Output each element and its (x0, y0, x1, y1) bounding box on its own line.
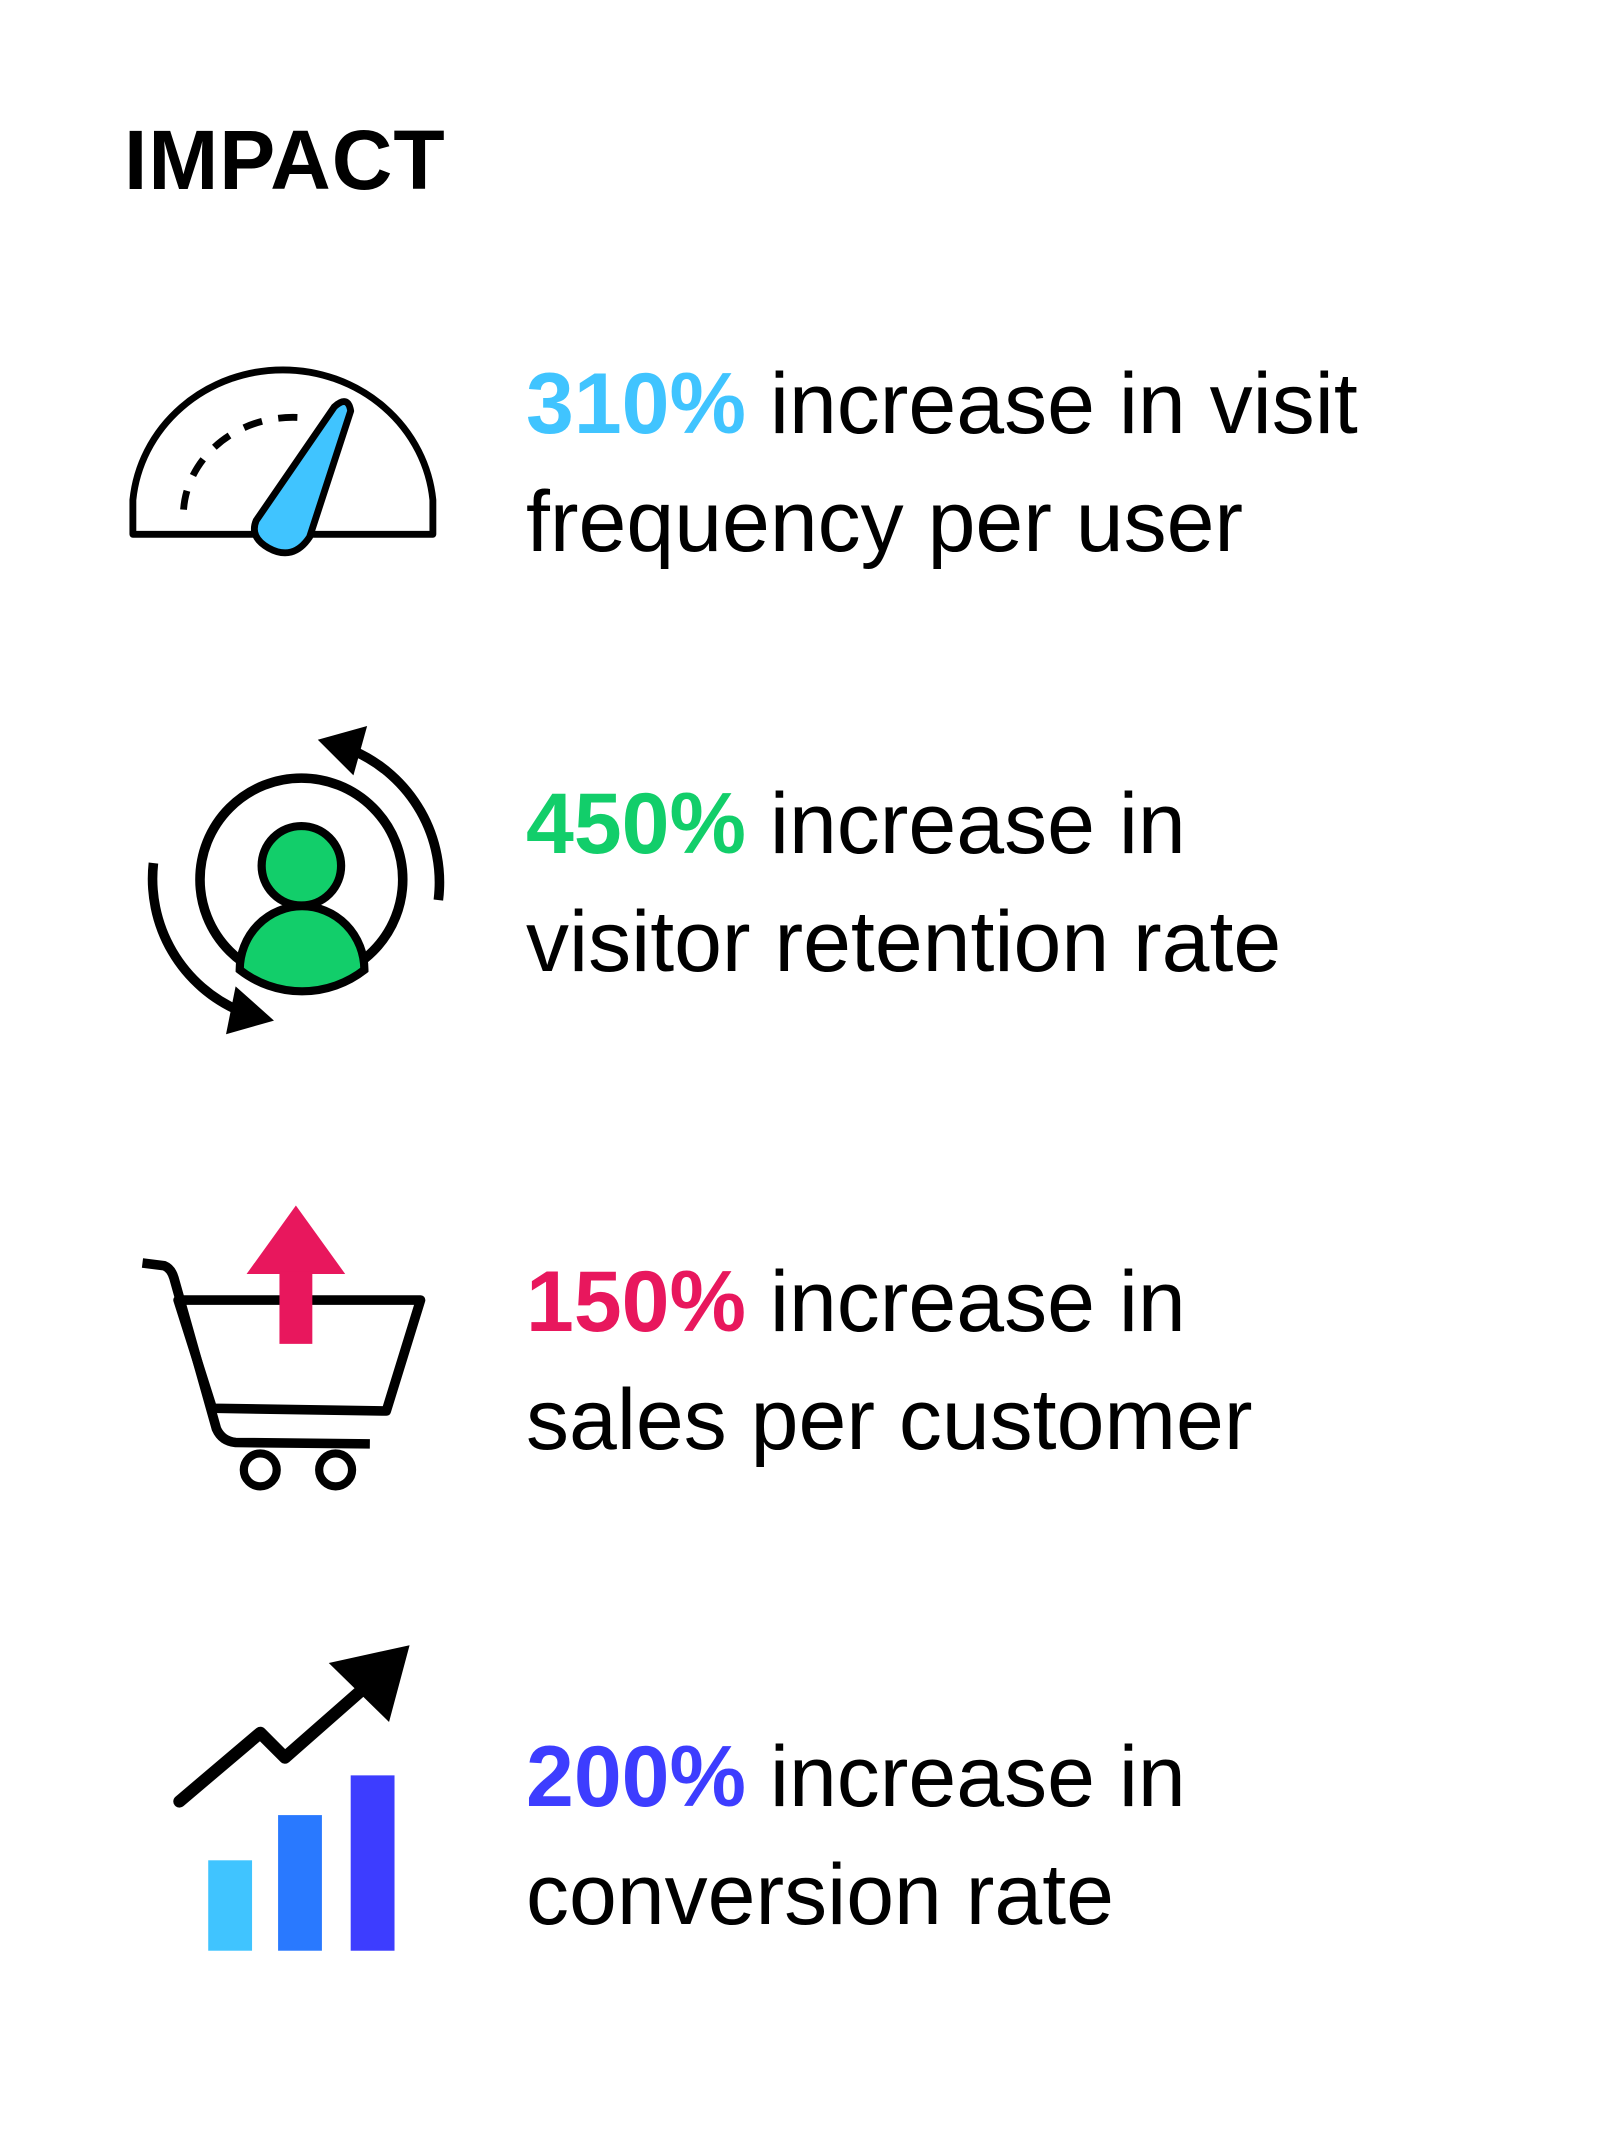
stat-retention-rate: 450% increase in visitor retention rate (526, 765, 1281, 1001)
stat-line-1: 200% increase in (526, 1718, 1186, 1836)
stat-line-2: visitor retention rate (526, 894, 1282, 990)
stat-text: increase in (745, 1254, 1186, 1350)
shopping-cart-up-icon (141, 1205, 426, 1491)
stat-text: increase in (745, 1729, 1186, 1825)
stat-value: 450% (526, 776, 746, 872)
stat-conversion-rate: 200% increase in conversion rate (526, 1718, 1186, 1954)
stat-visit-frequency: 310% increase in visit frequency per use… (526, 345, 1358, 581)
stat-line-1: 310% increase in visit (526, 345, 1358, 463)
growth-chart-icon (173, 1645, 410, 1951)
stat-sales-per-customer: 150% increase in sales per customer (526, 1243, 1253, 1479)
stat-line-1: 450% increase in (526, 765, 1281, 883)
page-title: IMPACT (124, 113, 446, 207)
speedometer-icon (129, 366, 437, 557)
stat-line-1: 150% increase in (526, 1243, 1253, 1361)
stat-value: 200% (526, 1729, 746, 1825)
stat-value: 310% (526, 356, 746, 452)
stat-text: increase in visit (745, 356, 1358, 452)
stat-line-2: frequency per user (526, 474, 1244, 570)
stat-line-2: sales per customer (526, 1372, 1253, 1468)
stat-line-2: conversion rate (526, 1847, 1114, 1943)
stat-value: 150% (526, 1254, 746, 1350)
user-retention-icon (147, 726, 445, 1035)
stat-text: increase in (745, 776, 1186, 872)
